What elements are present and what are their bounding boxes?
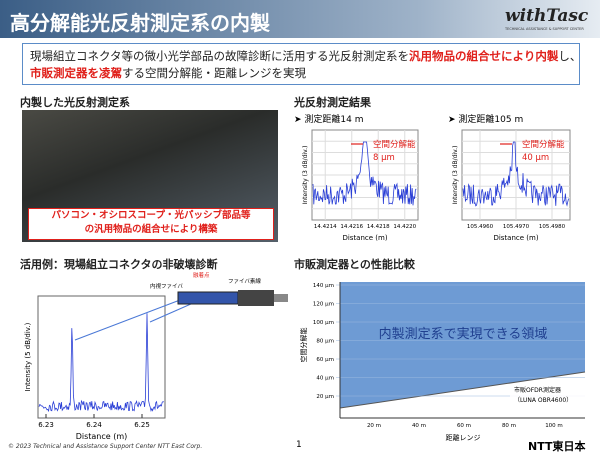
x-tick-label: 20 m [367,423,381,429]
logo: withTasc [505,6,589,26]
x-tick-label: 6.23 [38,421,54,429]
caption: の汎用物品の組合せにより構築 [84,224,218,235]
intro-line: 市販測定器を凌駕する空間分解能・距離レンジを実現 [30,65,306,81]
annotation: 空間分解能 [522,139,565,150]
plot-frame [37,295,166,419]
caption: パソコン・オシロスコープ・光パッシブ部品等 [51,210,251,221]
trace [38,313,164,413]
caption-box: パソコン・オシロスコープ・光パッシブ部品等 の汎用物品の組合せにより構築 [28,208,274,240]
arrow [74,299,181,341]
title: 高分解能光反射測定系の内製 [10,11,270,35]
brand: NTT東日本 [528,440,586,453]
region [340,282,585,408]
trace [312,141,417,206]
x-tick-label: 105.4980 [539,224,566,230]
annotation: 8 µm [373,153,395,163]
commercial-line [339,371,586,409]
diagram-label: ファイバ素線 [228,277,261,285]
y-tick-label: 20 µm [316,394,334,400]
y-tick-label: 40 µm [316,376,334,382]
intro-line: 現場組立コネクタ等の微小光学部品の故障診断に活用する光反射測定系を汎用物品の組合… [30,48,581,64]
x-tick-label: 100 m [545,423,563,429]
diagram-label: 内視ファイバ [150,282,183,290]
x-tick-label: 105.4960 [467,224,494,230]
y-tick-label: 140 µm [313,283,334,289]
y-tick-label: 120 µm [313,302,334,308]
label-bg [510,384,586,406]
x-tick-label: 80 m [502,423,516,429]
connector [274,294,288,302]
x-label: Distance (m) [76,432,128,441]
plot-label: ➤ 測定距離105 m [448,115,524,125]
intro-box [22,43,580,85]
trace [462,141,569,207]
x-tick-label: 105.4970 [503,224,530,230]
x-label: Distance (m) [342,234,387,242]
x-tick-label: 14.4216 [340,224,363,230]
section-heading: 光反射測定結果 [294,96,371,109]
header-bar [0,0,600,38]
y-label: Intensity (3 dB/div.) [452,146,459,205]
x-label: 距離レンジ [446,433,481,442]
annotation: 空間分解能 [373,139,416,150]
y-tick-label: 100 µm [313,320,334,326]
x-tick-label: 6.24 [86,421,102,429]
x-tick-label: 60 m [457,423,471,429]
section-heading: 活用例：現場組立コネクタの非破壊診断 [20,258,218,271]
y-tick-label: 80 µm [316,339,334,345]
section-heading: 内製した光反射測定系 [20,96,130,109]
x-label: Distance (m) [493,234,538,242]
x-tick-label: 14.4218 [367,224,390,230]
annotation: （LUNA OBR4600） [514,397,572,404]
region-label: 内製測定系で実現できる領域 [379,326,548,342]
copyright: © 2023 Technical and Assistance Support … [8,443,203,450]
text: する空間分解能・距離レンジを実現 [122,66,306,80]
text: し、 [558,49,582,63]
x-tick-label: 40 m [412,423,426,429]
y-tick-label: 60 µm [316,357,334,363]
connector [177,291,239,305]
section-heading: 市販測定器との性能比較 [294,258,415,271]
page-number: 1 [296,440,302,450]
diagram-label: 融着点 [193,271,210,279]
logo-sub: TECHNICAL ASSISTANCE & SUPPORT CENTER [505,27,584,31]
text: 現場組立コネクタ等の微小光学部品の故障診断に活用する光反射測定系を [30,49,410,63]
y-label: 空間分解能 [299,328,308,363]
y-label: Intensity (5 dB/div.) [24,322,32,391]
x-tick-label: 14.4220 [393,224,416,230]
x-tick-label: 14.4214 [314,224,337,230]
annotation: 市販OFDR測定器 [514,386,561,394]
highlight: 汎用物品の組合せにより内製 [409,49,559,63]
annotation: 40 µm [522,153,549,163]
y-label: Intensity (3 dB/div.) [302,146,309,205]
highlight: 市販測定器を凌駕 [30,66,122,80]
plot-label: ➤ 測定距離14 m [294,115,364,125]
connector [238,290,274,306]
x-tick-label: 6.25 [134,421,150,429]
